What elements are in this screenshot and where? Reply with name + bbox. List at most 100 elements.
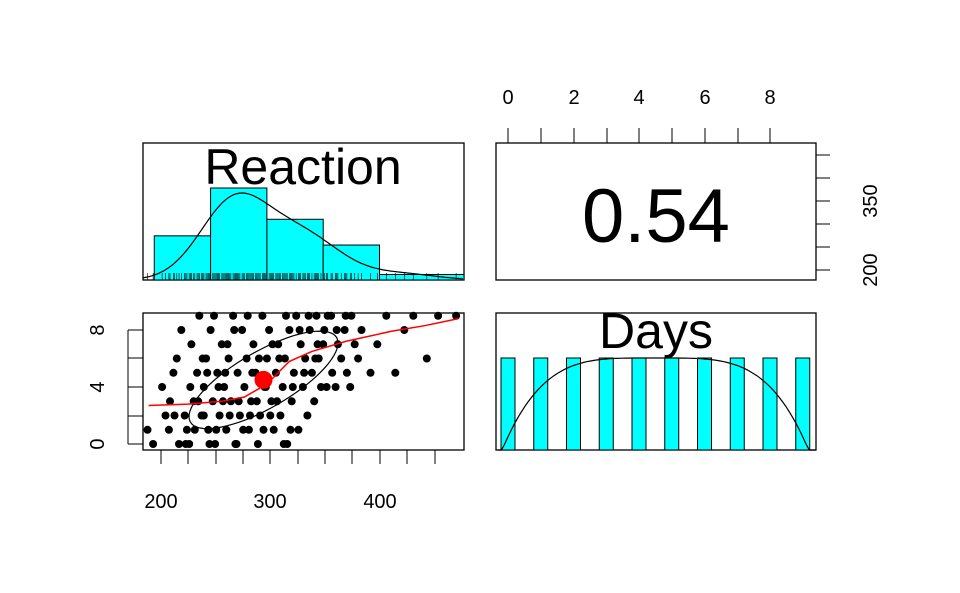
scatter-point [172, 354, 181, 363]
scatter-point [234, 397, 243, 406]
scatter-point [244, 425, 253, 434]
x-tick-label: 200 [144, 491, 177, 513]
scatter-point [221, 368, 230, 377]
scatter-point [224, 354, 233, 363]
days-histogram-panel: Days [495, 303, 817, 451]
scatter-point [366, 368, 375, 377]
scatter-point [195, 311, 204, 320]
scatter-point [214, 383, 223, 391]
scatter-point [275, 354, 284, 363]
scatter-point [278, 383, 287, 391]
scatter-point [164, 425, 173, 434]
reaction-bar [153, 235, 212, 281]
scatter-point [286, 425, 295, 434]
days-density-curve [498, 357, 816, 451]
scatter-point [409, 311, 418, 320]
reaction-variable-label: Reaction [204, 139, 401, 195]
scatter-point [452, 311, 461, 320]
top-tick-label: 2 [568, 87, 579, 109]
scatter-point [300, 368, 309, 377]
scatter-point [327, 311, 336, 320]
days-histogram-bars [500, 357, 811, 451]
scatter-point [304, 311, 313, 320]
days-bar [566, 357, 581, 451]
scatter-point [434, 311, 443, 320]
scatter-point [354, 354, 363, 363]
correlation-value: 0.54 [582, 174, 730, 259]
y-tick-label: 0 [87, 438, 109, 449]
y-tick-label: 8 [87, 324, 109, 335]
days-bar [500, 357, 516, 451]
scatter-point [288, 383, 297, 391]
reaction-histogram-bars [153, 187, 465, 281]
scatter-point [217, 340, 226, 349]
reaction-bar [210, 187, 268, 281]
days-bar [762, 357, 778, 451]
scatter-point [175, 440, 183, 448]
scatter-point [331, 383, 340, 391]
days-bar [795, 357, 811, 451]
scatter-point [347, 311, 356, 320]
scatter-point [269, 425, 278, 434]
right-tick-label: 200 [860, 253, 882, 286]
days-variable-label: Days [599, 303, 713, 359]
scatter-point [249, 340, 258, 349]
scatter-point [313, 340, 322, 349]
scatter-point [266, 411, 275, 420]
mean-point [254, 370, 273, 389]
days-bar [631, 357, 647, 451]
scatter-point [350, 340, 359, 349]
scatter-point [319, 340, 328, 349]
correlation-ellipse [188, 330, 339, 430]
scatter-point [230, 326, 239, 334]
scatter-point [169, 368, 178, 377]
days-bar [729, 357, 745, 451]
scatter-y-axis: 0 4 8 [87, 324, 143, 450]
scatter-point [240, 383, 249, 391]
scatter-point [289, 368, 298, 377]
scatter-point [210, 311, 218, 320]
scatter-point [422, 354, 431, 363]
days-panel-border [495, 312, 817, 451]
scatter-point [187, 340, 196, 349]
reaction-histogram-panel: Reaction [142, 139, 465, 281]
days-bar [533, 357, 549, 451]
scatter-point [276, 411, 285, 420]
x-tick-label: 300 [253, 491, 286, 513]
scatter-point [215, 411, 224, 420]
scatter-point [235, 411, 244, 420]
reaction-bar [266, 218, 324, 281]
scatter-point [225, 411, 234, 420]
scatter-point [287, 397, 296, 406]
scatter-point [292, 311, 301, 320]
scatter-point [233, 368, 242, 377]
correlation-panel: 0.54 200 350 0 2 4 6 [495, 87, 882, 287]
scatter-point [282, 311, 290, 320]
scatter-point [382, 311, 391, 320]
scatter-point [400, 326, 409, 334]
right-tick-label: 350 [860, 184, 882, 217]
scatter-point [220, 383, 229, 391]
scatter-point [373, 340, 382, 349]
scatter-point [177, 326, 186, 334]
scatter-point [143, 425, 152, 434]
scatter-point [262, 354, 271, 363]
correlation-right-axis: 200 350 [815, 154, 882, 287]
scatter-point [223, 340, 232, 349]
scatter-point [199, 411, 208, 420]
scatter-point [285, 326, 294, 334]
scatter-point [190, 425, 199, 434]
scatter-point [205, 440, 214, 448]
scatter-point [193, 368, 202, 377]
scatter-point [170, 411, 179, 420]
scatter-point [391, 368, 400, 377]
scatter-panel: 200 300 400 0 4 8 [87, 311, 465, 513]
scatter-point [303, 411, 312, 420]
scatter-point [161, 411, 170, 420]
scatter-point [340, 326, 349, 334]
scatter-point [232, 440, 241, 448]
scatter-point [301, 354, 310, 363]
top-tick-label: 4 [633, 87, 644, 109]
reaction-rug [147, 273, 457, 280]
